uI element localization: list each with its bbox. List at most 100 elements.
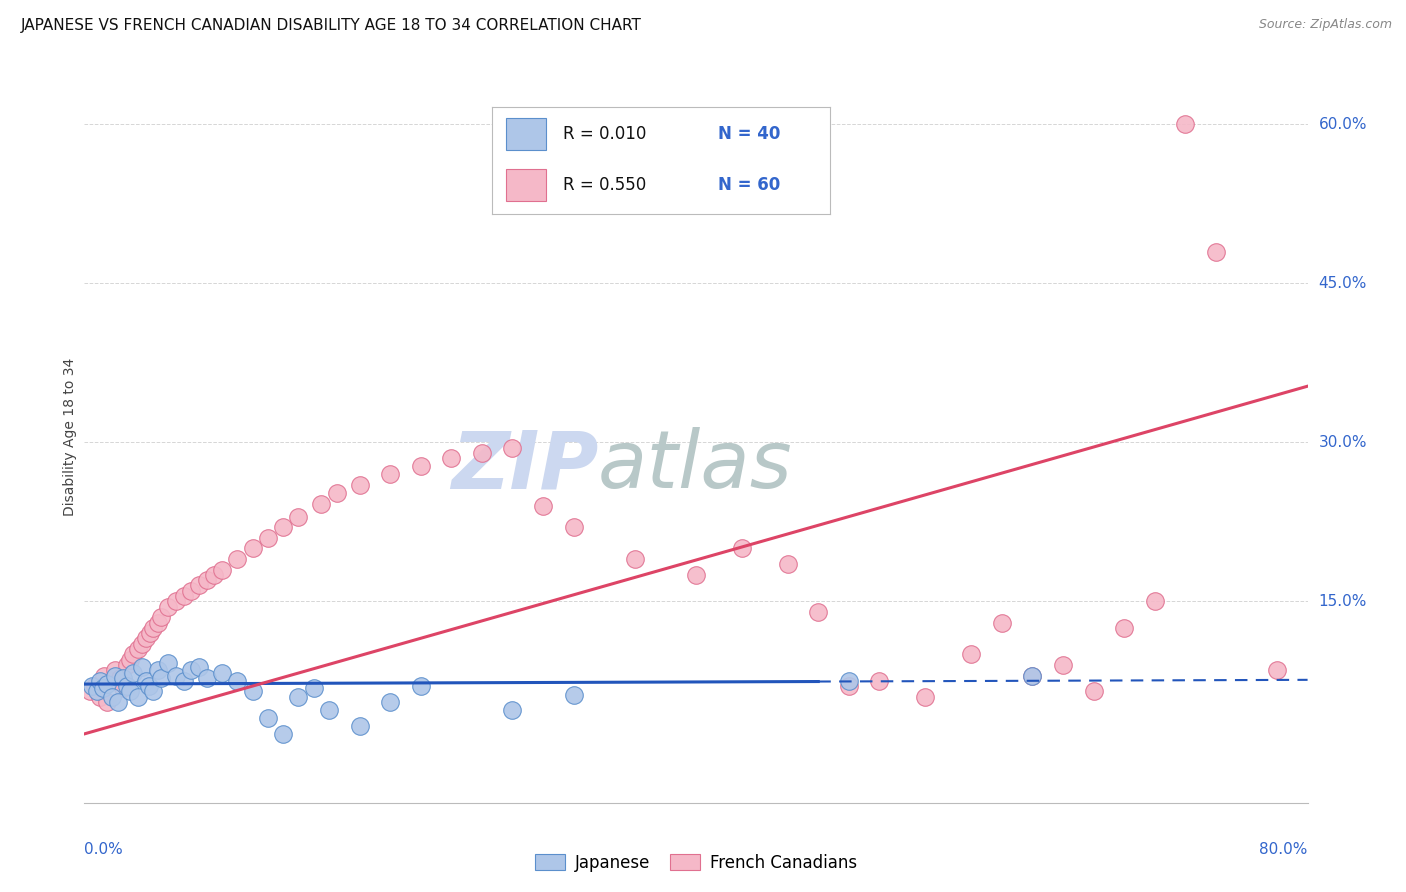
Point xyxy=(562,520,585,534)
Point xyxy=(731,541,754,556)
Point xyxy=(271,520,294,534)
Point xyxy=(79,684,101,698)
Point xyxy=(104,668,127,682)
Point xyxy=(380,695,402,709)
Point xyxy=(157,599,180,614)
Point xyxy=(1265,663,1288,677)
Point xyxy=(157,656,180,670)
Point xyxy=(84,679,107,693)
Point xyxy=(91,681,114,696)
Point xyxy=(271,727,294,741)
Text: 45.0%: 45.0% xyxy=(1319,276,1367,291)
Point xyxy=(135,632,157,646)
Point xyxy=(165,668,187,682)
Text: 30.0%: 30.0% xyxy=(1319,435,1367,450)
Text: atlas: atlas xyxy=(598,427,793,506)
Point xyxy=(257,531,280,545)
Point xyxy=(440,451,463,466)
Point xyxy=(93,668,115,682)
Point xyxy=(173,673,195,688)
Point xyxy=(101,690,124,704)
Point xyxy=(165,594,187,608)
Text: 15.0%: 15.0% xyxy=(1319,594,1367,609)
Point xyxy=(1143,594,1166,608)
Point xyxy=(1052,658,1074,673)
Point xyxy=(325,486,347,500)
Point xyxy=(502,702,524,716)
Point xyxy=(531,499,554,513)
Point xyxy=(991,615,1014,630)
Text: JAPANESE VS FRENCH CANADIAN DISABILITY AGE 18 TO 34 CORRELATION CHART: JAPANESE VS FRENCH CANADIAN DISABILITY A… xyxy=(21,18,643,33)
Point xyxy=(1083,684,1105,698)
Point xyxy=(146,663,169,677)
Point xyxy=(122,648,145,662)
Point xyxy=(562,688,585,702)
Point xyxy=(142,684,165,698)
Text: R = 0.550: R = 0.550 xyxy=(562,177,647,194)
Point xyxy=(149,671,172,685)
Point xyxy=(257,711,280,725)
Point xyxy=(302,681,325,696)
Text: Source: ZipAtlas.com: Source: ZipAtlas.com xyxy=(1258,18,1392,31)
Point xyxy=(195,671,218,685)
Point xyxy=(135,673,157,688)
Point xyxy=(311,497,333,511)
Point xyxy=(101,673,124,688)
Point xyxy=(287,509,309,524)
Point xyxy=(226,673,249,688)
Point xyxy=(838,673,860,688)
Y-axis label: Disability Age 18 to 34: Disability Age 18 to 34 xyxy=(63,358,77,516)
Point xyxy=(107,695,129,709)
Text: N = 40: N = 40 xyxy=(718,125,780,143)
Point xyxy=(96,677,118,691)
Point xyxy=(318,702,340,716)
Point xyxy=(115,658,138,673)
Point xyxy=(142,621,165,635)
Point xyxy=(86,684,108,698)
Point xyxy=(838,679,860,693)
Point xyxy=(869,673,891,688)
Point xyxy=(111,671,134,685)
Text: N = 60: N = 60 xyxy=(718,177,780,194)
Point xyxy=(624,552,647,566)
Point xyxy=(108,671,131,685)
Point xyxy=(131,660,153,674)
Point xyxy=(146,615,169,630)
Point xyxy=(188,660,211,674)
Point xyxy=(226,552,249,566)
Legend: Japanese, French Canadians: Japanese, French Canadians xyxy=(529,847,863,879)
Point xyxy=(122,666,145,681)
Point xyxy=(96,695,118,709)
Point xyxy=(127,642,149,657)
Point xyxy=(104,663,127,677)
Point xyxy=(211,666,233,681)
Point xyxy=(180,663,202,677)
Point xyxy=(349,477,371,491)
Point xyxy=(127,690,149,704)
Point xyxy=(188,578,211,592)
Point xyxy=(349,719,371,733)
Point xyxy=(1021,668,1043,682)
Point xyxy=(139,626,162,640)
Point xyxy=(138,679,160,693)
Point xyxy=(195,573,218,587)
Point xyxy=(89,673,111,688)
Text: 60.0%: 60.0% xyxy=(1319,117,1367,132)
Point xyxy=(1114,621,1136,635)
Point xyxy=(180,583,202,598)
Point xyxy=(242,684,264,698)
Point xyxy=(960,648,983,662)
Point xyxy=(807,605,830,619)
Text: 0.0%: 0.0% xyxy=(84,842,124,856)
Point xyxy=(202,567,225,582)
Point xyxy=(1205,244,1227,259)
Point xyxy=(1021,668,1043,682)
Point xyxy=(120,684,142,698)
Point xyxy=(471,446,494,460)
Point xyxy=(211,563,233,577)
Point xyxy=(914,690,936,704)
Point xyxy=(89,690,111,704)
Point xyxy=(120,653,142,667)
Point xyxy=(380,467,402,482)
Point xyxy=(502,441,524,455)
